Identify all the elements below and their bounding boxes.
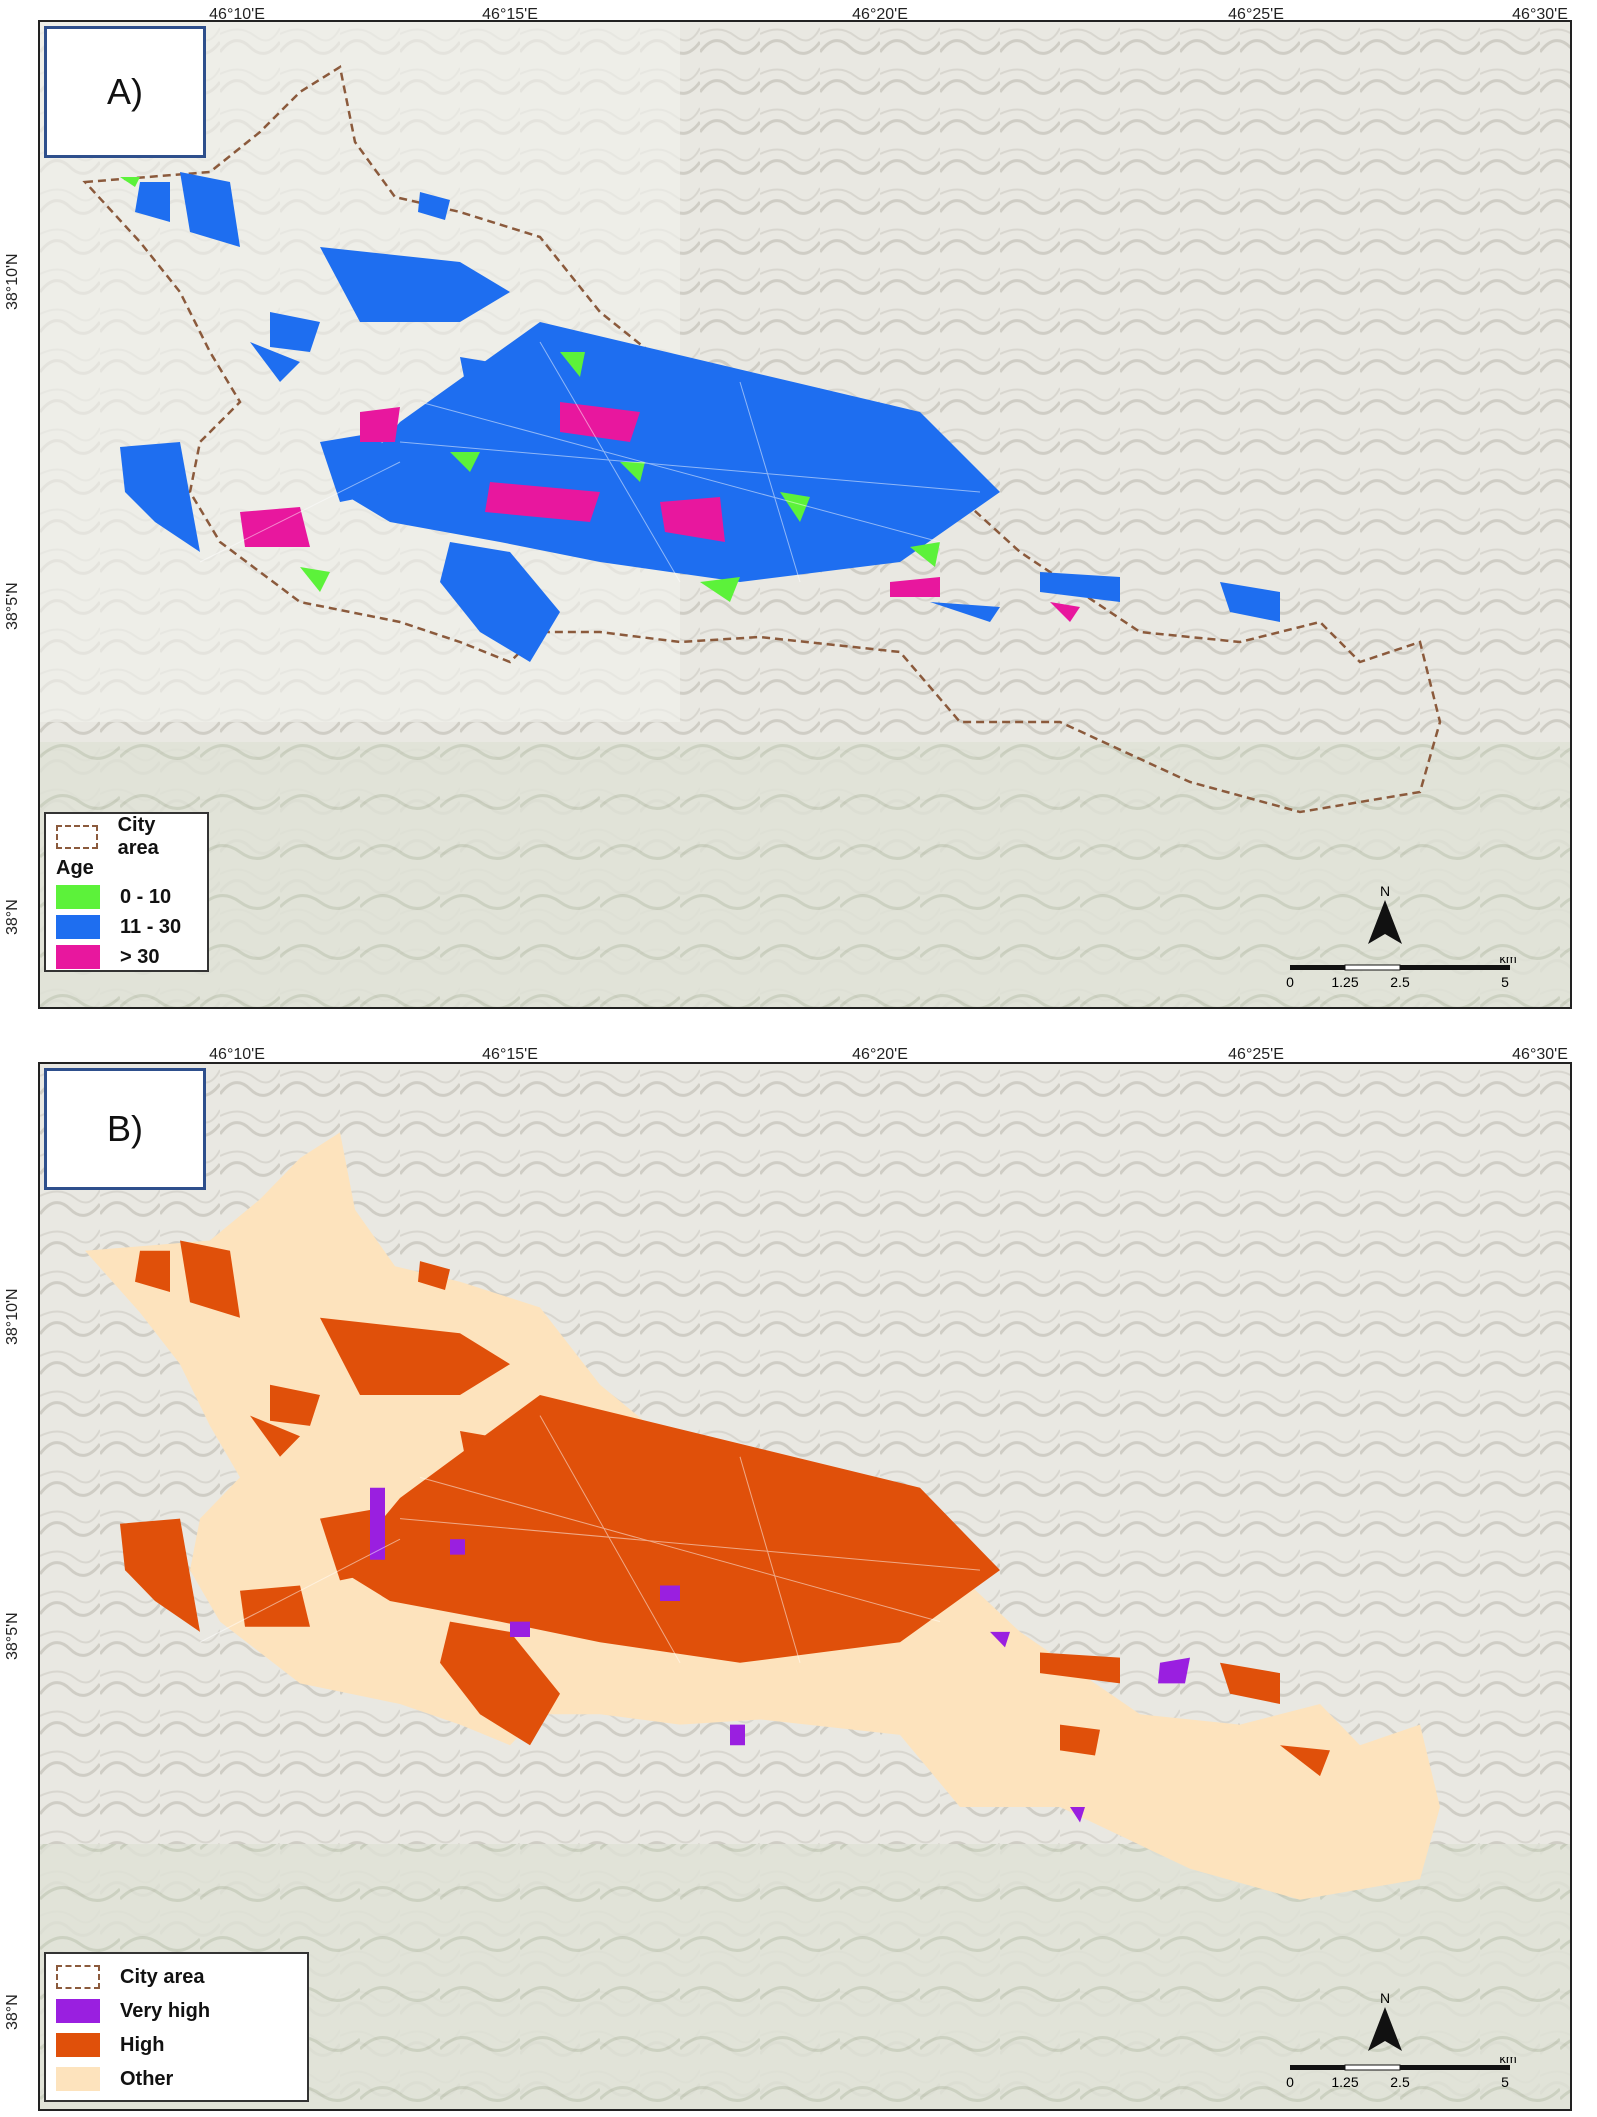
latitude-axis-left: 38°10'N 38°5'N 38°N <box>0 0 38 1010</box>
legend-swatch <box>56 915 100 939</box>
longitude-label: 46°20'E <box>852 6 908 23</box>
latitude-label: 38°10'N <box>4 1288 21 1345</box>
legend-label: Very high <box>120 1999 211 2022</box>
longitude-label: 46°30'E <box>1512 6 1568 23</box>
scale-tick: 1.25 <box>1331 2074 1358 2090</box>
panel-a: 46°10'E 46°15'E 46°20'E 46°25'E 46°30'E … <box>0 0 1597 1010</box>
scale-unit: km <box>1499 2057 1516 2066</box>
latitude-label: 38°5'N <box>4 582 21 630</box>
longitude-label: 46°15'E <box>482 1046 538 1063</box>
age-0-10-areas <box>120 177 940 602</box>
boundary-label: City area <box>120 1965 205 1988</box>
map-canvas-b <box>40 1064 1570 2109</box>
legend-label: Other <box>120 2067 174 2090</box>
longitude-label: 46°10'E <box>209 6 265 23</box>
boundary-swatch <box>56 1965 100 1989</box>
north-arrow-icon: N <box>1360 882 1410 952</box>
longitude-axis-top: 46°10'E 46°15'E 46°20'E 46°25'E 46°30'E <box>0 1040 1597 1076</box>
scale-unit: km <box>1499 957 1516 966</box>
longitude-label: 46°25'E <box>1228 6 1284 23</box>
panel-a-label-text: A) <box>107 71 143 112</box>
latitude-axis-left: 38°10'N 38°5'N 38°N <box>0 1040 38 2117</box>
legend-boundary-row: City area <box>56 814 197 859</box>
scale-tick: 0 <box>1286 974 1294 990</box>
scale-bar: 0 1.25 2.5 5 km <box>1280 2057 1520 2103</box>
legend-item: 0 - 10 <box>56 882 197 912</box>
scale-tick: 5 <box>1501 974 1509 990</box>
longitude-label: 46°20'E <box>852 1046 908 1063</box>
legend-boundary-row: City area <box>56 1960 297 1994</box>
scale-tick: 0 <box>1286 2074 1294 2090</box>
city-boundary <box>82 64 1442 814</box>
longitude-label: 46°10'E <box>209 1046 265 1063</box>
legend-item: Other <box>56 2062 297 2096</box>
street-network <box>199 341 981 583</box>
legend-b: City area Very high High Other <box>44 1952 309 2102</box>
legend-item: Very high <box>56 1994 297 2028</box>
legend-swatch <box>56 945 100 969</box>
panel-b-label: B) <box>44 1068 206 1190</box>
street-network <box>199 1415 981 1664</box>
legend-label: High <box>120 2033 165 2056</box>
longitude-label: 46°15'E <box>482 6 538 23</box>
latitude-label: 38°5'N <box>4 1612 21 1660</box>
panel-a-label: A) <box>44 26 206 158</box>
north-label: N <box>1380 883 1390 899</box>
legend-item: High <box>56 2028 297 2062</box>
legend-item: > 30 <box>56 942 197 972</box>
scale-tick: 2.5 <box>1390 2074 1410 2090</box>
legend-item: 11 - 30 <box>56 912 197 942</box>
legend-title: Age <box>56 856 94 879</box>
longitude-label: 46°30'E <box>1512 1046 1568 1063</box>
boundary-swatch <box>56 825 98 849</box>
legend-a: City area Age 0 - 10 11 - 30 > 30 <box>44 812 209 972</box>
latitude-label: 38°N <box>4 1994 21 2030</box>
scale-tick: 1.25 <box>1331 974 1358 990</box>
latitude-label: 38°10'N <box>4 253 21 310</box>
map-frame-a[interactable]: A) City area Age 0 - 10 11 - 30 > 30 <box>38 20 1572 1009</box>
boundary-label: City area <box>117 814 159 859</box>
age-over-30-areas <box>240 402 1080 622</box>
vulnerability-very-high-areas <box>370 1487 1190 1823</box>
legend-swatch <box>56 2033 100 2057</box>
longitude-label: 46°25'E <box>1228 1046 1284 1063</box>
longitude-axis-top: 46°10'E 46°15'E 46°20'E 46°25'E 46°30'E <box>0 0 1597 36</box>
legend-swatch <box>56 1999 100 2023</box>
legend-label: 11 - 30 <box>120 915 182 938</box>
legend-label: > 30 <box>120 945 160 968</box>
legend-swatch <box>56 2067 100 2091</box>
map-canvas-a <box>40 22 1570 1007</box>
legend-swatch <box>56 885 100 909</box>
north-label: N <box>1380 1990 1390 2006</box>
vulnerability-high-areas <box>120 1240 1330 1777</box>
panel-b: 46°10'E 46°15'E 46°20'E 46°25'E 46°30'E … <box>0 1040 1597 2117</box>
north-arrow-icon: N <box>1360 1989 1410 2059</box>
scale-bar: 0 1.25 2.5 5 km <box>1280 957 1520 1003</box>
terrain-south <box>40 742 1570 1007</box>
panel-b-label-text: B) <box>107 1108 143 1149</box>
map-frame-b[interactable]: B) City area Very high High Other N <box>38 1062 1572 2111</box>
scale-tick: 5 <box>1501 2074 1509 2090</box>
legend-label: 0 - 10 <box>120 885 172 908</box>
scale-tick: 2.5 <box>1390 974 1410 990</box>
age-11-30-areas <box>120 172 1280 662</box>
latitude-label: 38°N <box>4 899 21 935</box>
